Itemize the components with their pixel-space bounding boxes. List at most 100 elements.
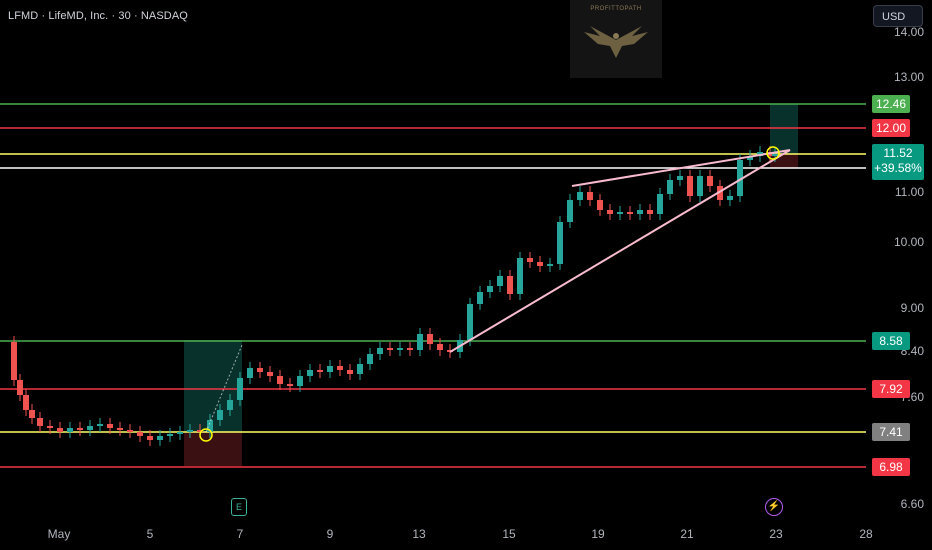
candle-body (247, 368, 253, 378)
candle-body (327, 366, 333, 372)
eagle-icon (584, 26, 648, 58)
time-axis[interactable] (0, 520, 866, 550)
candle-body (97, 424, 103, 426)
wedge-lower-trendline (449, 149, 791, 353)
candle-body (29, 410, 35, 418)
candle-body (347, 370, 353, 374)
candle-body (697, 176, 703, 196)
candle-body (23, 395, 29, 410)
current-price-badge: 11.52 +39.58% (872, 144, 924, 180)
candle-body (517, 258, 523, 294)
price-label-6-98: 6.98 (872, 458, 910, 476)
candle-body (287, 384, 293, 386)
wedge-upper-trendline (571, 149, 791, 187)
candle-body (167, 434, 173, 436)
candle-body (117, 428, 123, 430)
candle-body (337, 366, 343, 370)
candle-body (607, 210, 613, 214)
candle-body (187, 430, 193, 432)
price-label-7-92: 7.92 (872, 380, 910, 398)
candle-body (557, 222, 563, 264)
current-price: 11.52 (883, 146, 913, 160)
candle-body (397, 348, 403, 350)
candle-body (467, 304, 473, 340)
long-position-target-zone (184, 340, 242, 432)
candle-body (267, 372, 273, 376)
candle-body (627, 212, 633, 214)
candle-body (37, 418, 43, 426)
candle-body (617, 212, 623, 214)
candle-body (737, 160, 743, 196)
price-label-12-00: 12.00 (872, 119, 910, 137)
candle-body (11, 342, 17, 380)
candle-body (277, 376, 283, 384)
chart-area[interactable] (0, 0, 866, 520)
candle-body (407, 348, 413, 350)
x-tick: 19 (591, 527, 605, 541)
candle-body (17, 380, 23, 395)
x-tick: 28 (859, 527, 873, 541)
x-tick: 21 (680, 527, 694, 541)
long-position-stop-zone (184, 432, 242, 466)
candle-body (297, 376, 303, 386)
currency-button[interactable]: USD (873, 5, 923, 27)
candle-body (377, 348, 383, 354)
candle-body (687, 176, 693, 196)
candle-body (487, 286, 493, 292)
candle-body (77, 428, 83, 430)
candle-body (657, 194, 663, 214)
x-tick: 5 (146, 527, 154, 541)
candle-body (497, 276, 503, 286)
candle-body (367, 354, 373, 364)
watermark-text: PROFITTOPATH (590, 6, 642, 12)
price-axis[interactable]: 14.00 13.00 11.00 10.00 9.00 8.40 7.60 6… (866, 0, 932, 520)
y-tick: 14.00 (893, 25, 924, 39)
candle-body (477, 292, 483, 304)
candle-body (317, 370, 323, 372)
candle-body (57, 428, 63, 432)
breakout-marker-circle (766, 146, 780, 160)
y-tick: 6.60 (900, 497, 924, 511)
price-chart[interactable] (0, 0, 866, 520)
candle-body (747, 156, 753, 160)
long-position-stop-zone-2 (770, 154, 798, 168)
candle-body (597, 200, 603, 210)
price-label-7-41: 7.41 (872, 423, 910, 441)
candle-body (67, 428, 73, 432)
candle-body (47, 426, 53, 428)
earnings-marker[interactable]: E (231, 498, 247, 516)
candle-body (107, 424, 113, 428)
candle-body (127, 430, 133, 432)
x-tick: 15 (502, 527, 516, 541)
candle-body (207, 420, 213, 432)
candle-body (647, 210, 653, 214)
price-label-12-46: 12.46 (872, 95, 910, 113)
symbol-title: LFMD · LifeMD, Inc. · 30 · NASDAQ (8, 10, 188, 22)
candle-body (507, 276, 513, 294)
candle-body (427, 334, 433, 344)
candle-body (257, 368, 263, 372)
candle-body (137, 432, 143, 436)
candle-body (177, 432, 183, 434)
candle-body (667, 180, 673, 194)
y-tick: 9.00 (900, 301, 924, 315)
price-change: +39.58% (874, 161, 922, 175)
candle-body (387, 348, 393, 350)
lightning-icon[interactable]: ⚡ (765, 498, 783, 516)
x-tick: 7 (236, 527, 244, 541)
entry-marker-circle (199, 428, 213, 442)
candle-body (237, 378, 243, 400)
x-tick: 13 (412, 527, 426, 541)
candle-body (547, 264, 553, 266)
candle-body (87, 426, 93, 430)
y-tick: 10.00 (893, 235, 924, 249)
candle-body (217, 410, 223, 420)
candle-body (157, 436, 163, 440)
candle-body (587, 192, 593, 200)
candle-body (567, 200, 573, 222)
candle-body (707, 176, 713, 186)
candle-body (727, 196, 733, 200)
y-tick: 13.00 (893, 70, 924, 84)
x-tick: May (47, 527, 71, 541)
long-position-target-zone-2 (770, 104, 798, 154)
